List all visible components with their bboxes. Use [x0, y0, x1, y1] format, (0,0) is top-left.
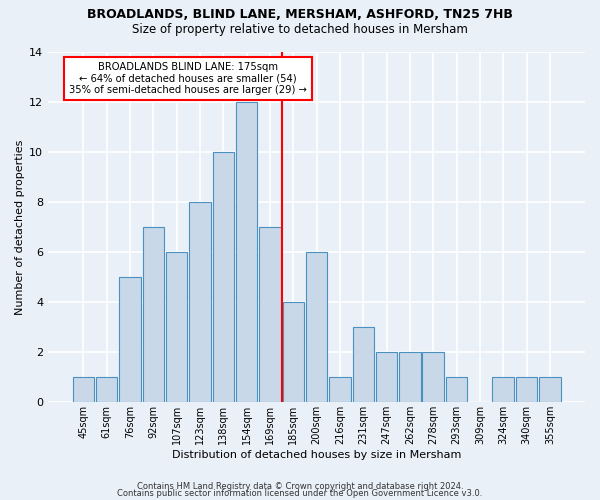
Bar: [166, 252, 187, 402]
Bar: [446, 377, 467, 402]
Text: BROADLANDS BLIND LANE: 175sqm
← 64% of detached houses are smaller (54)
35% of s: BROADLANDS BLIND LANE: 175sqm ← 64% of d…: [70, 62, 307, 94]
Text: Size of property relative to detached houses in Mersham: Size of property relative to detached ho…: [132, 22, 468, 36]
Bar: [143, 227, 164, 402]
Bar: [539, 377, 560, 402]
Bar: [353, 327, 374, 402]
Bar: [119, 277, 140, 402]
Bar: [306, 252, 328, 402]
Text: Contains HM Land Registry data © Crown copyright and database right 2024.: Contains HM Land Registry data © Crown c…: [137, 482, 463, 491]
Bar: [422, 352, 444, 403]
Text: BROADLANDS, BLIND LANE, MERSHAM, ASHFORD, TN25 7HB: BROADLANDS, BLIND LANE, MERSHAM, ASHFORD…: [87, 8, 513, 20]
Bar: [493, 377, 514, 402]
Y-axis label: Number of detached properties: Number of detached properties: [15, 139, 25, 314]
Bar: [376, 352, 397, 403]
Bar: [73, 377, 94, 402]
Bar: [399, 352, 421, 403]
Bar: [236, 102, 257, 403]
Bar: [283, 302, 304, 402]
Bar: [212, 152, 234, 402]
Bar: [329, 377, 350, 402]
Bar: [96, 377, 118, 402]
Title: BROADLANDS, BLIND LANE, MERSHAM, ASHFORD, TN25 7HB
Size of property relative to : BROADLANDS, BLIND LANE, MERSHAM, ASHFORD…: [0, 499, 1, 500]
Text: Contains public sector information licensed under the Open Government Licence v3: Contains public sector information licen…: [118, 490, 482, 498]
Bar: [516, 377, 537, 402]
X-axis label: Distribution of detached houses by size in Mersham: Distribution of detached houses by size …: [172, 450, 461, 460]
Bar: [189, 202, 211, 402]
Bar: [259, 227, 281, 402]
